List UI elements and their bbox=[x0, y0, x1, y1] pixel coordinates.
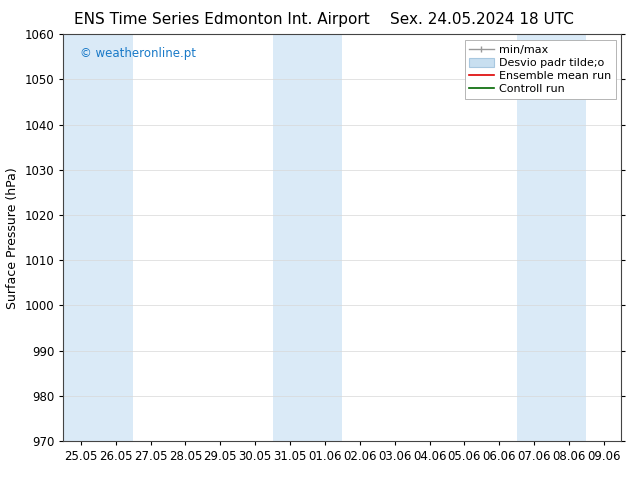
Bar bbox=[98, 34, 133, 441]
Bar bbox=[517, 34, 552, 441]
Text: Sex. 24.05.2024 18 UTC: Sex. 24.05.2024 18 UTC bbox=[390, 12, 574, 27]
Bar bbox=[552, 34, 586, 441]
Legend: min/max, Desvio padr tilde;o, Ensemble mean run, Controll run: min/max, Desvio padr tilde;o, Ensemble m… bbox=[465, 40, 616, 99]
Bar bbox=[63, 34, 98, 441]
Bar bbox=[307, 34, 342, 441]
Text: ENS Time Series Edmonton Int. Airport: ENS Time Series Edmonton Int. Airport bbox=[74, 12, 370, 27]
Y-axis label: Surface Pressure (hPa): Surface Pressure (hPa) bbox=[6, 167, 19, 309]
Text: © weatheronline.pt: © weatheronline.pt bbox=[80, 47, 196, 59]
Bar bbox=[273, 34, 307, 441]
